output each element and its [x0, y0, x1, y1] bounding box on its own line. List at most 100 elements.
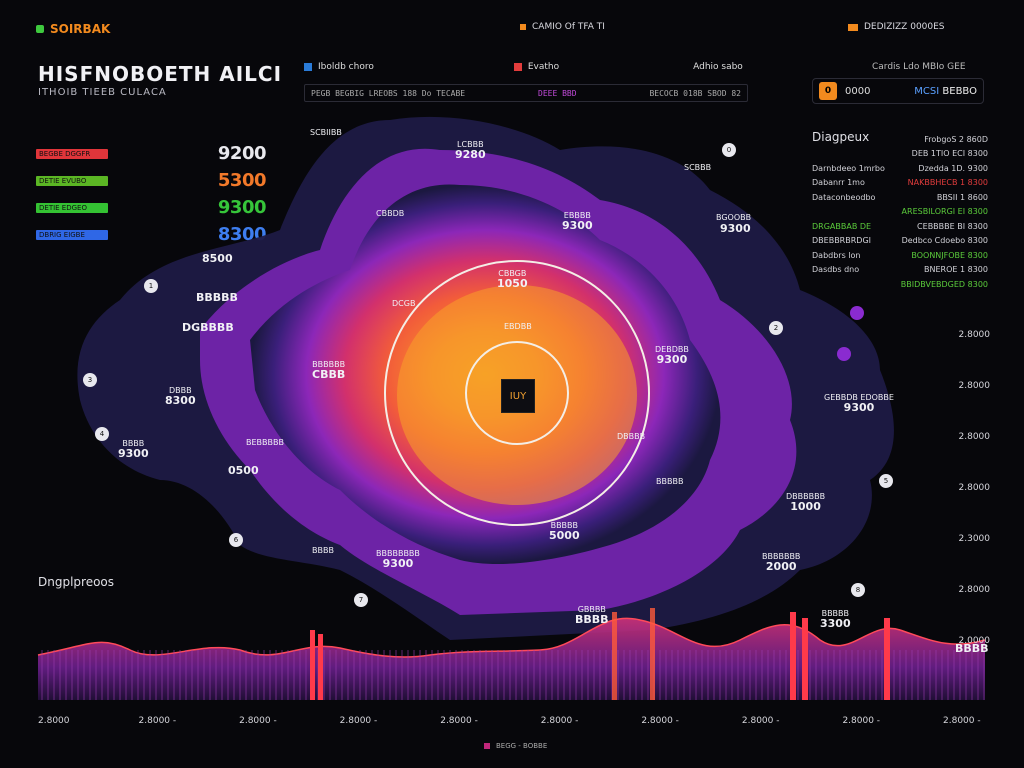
- map-label[interactable]: DGBBBB: [182, 321, 234, 334]
- diagnostics-row[interactable]: DRGABBAB DE CEBBBBE BI 8300: [812, 219, 988, 234]
- map-label[interactable]: BBBBBB CBBB: [312, 360, 345, 380]
- control-value-2-text: BEBBO: [942, 85, 977, 97]
- diagnostics-row[interactable]: DBEBBRBRDGI Dedbco Cdoebo 8300: [812, 234, 988, 249]
- map-label-title: BBBB: [312, 546, 334, 555]
- control-label: Cardis Ldo MBIo GEE: [872, 62, 966, 72]
- map-label-value: 9300: [843, 401, 875, 414]
- status-square-icon: [848, 23, 858, 31]
- x-tick-label: 2.8000 -: [641, 716, 679, 726]
- map-label[interactable]: DBBBBBB 1000: [786, 492, 825, 512]
- map-label[interactable]: DCGB: [392, 299, 415, 309]
- diagnostics-row-value: CEBBBBE BI 8300: [917, 221, 988, 231]
- map-label[interactable]: BBBBBBBB 9300: [376, 549, 420, 569]
- map-label[interactable]: GEBBDB EDOBBE 9300: [824, 393, 894, 413]
- map-label-title: CBBGB: [498, 269, 527, 278]
- map-label[interactable]: BBBBBBB 2000: [762, 552, 800, 572]
- map-pin-icon[interactable]: 7: [354, 593, 368, 607]
- top-right-status[interactable]: DEDIZIZZ 0000ES: [848, 22, 945, 32]
- stat-value: 9200: [217, 143, 267, 164]
- map-label[interactable]: BBBBB: [656, 477, 683, 487]
- map-label[interactable]: GBBBB BBBB: [575, 605, 609, 625]
- filter-left-text: PEGB BEGBIG LREOBS 188 Do TECABE: [311, 88, 466, 98]
- diagnostics-row-value: Dedbco Cdoebo 8300: [901, 236, 988, 246]
- map-label[interactable]: SCBIIBB: [310, 128, 342, 138]
- y-tick-label: 2.8000: [958, 483, 991, 493]
- map-pin-icon[interactable]: 3: [83, 373, 97, 387]
- legend-item[interactable]: Adhio sabo: [693, 62, 743, 72]
- diagnostics-row-label: Darnbdeeo 1mrbo: [812, 163, 885, 173]
- filter-bar[interactable]: PEGB BEGBIG LREOBS 188 Do TECABE DEEE BB…: [304, 84, 748, 102]
- map-label[interactable]: CBBGB 1050: [497, 269, 528, 289]
- diagnostics-row[interactable]: Dasdbs dno BNEROE 1 8300: [812, 263, 988, 278]
- map-pin-icon[interactable]: 1: [144, 279, 158, 293]
- map-label[interactable]: BBBBB 5000: [549, 521, 580, 541]
- map-label[interactable]: BBBBB: [196, 291, 238, 304]
- diagnostics-row[interactable]: Dabdbrs lon BOONNJFOBE 8300: [812, 248, 988, 263]
- map-label[interactable]: BGOOBB: [716, 213, 751, 223]
- y-tick-label: 2.8000: [958, 585, 991, 595]
- stat-row[interactable]: DETIE EDGEO 9300: [36, 194, 267, 221]
- map-label[interactable]: 9300: [720, 222, 751, 235]
- map-label[interactable]: LCBBB 9280: [455, 140, 486, 160]
- legend-label: Iboldb choro: [318, 62, 374, 72]
- map-label-title: DCGB: [392, 299, 416, 308]
- x-tick-label: 2.8000 -: [842, 716, 881, 726]
- legend-item[interactable]: Iboldb choro: [304, 62, 374, 72]
- map-label[interactable]: DBBB 8300: [165, 386, 196, 406]
- map-pin-icon[interactable]: 2: [769, 321, 783, 335]
- map-label-value: BBBBB: [196, 291, 238, 304]
- diagnostics-row-value: BBIDBVEBDGED 8300: [900, 279, 988, 289]
- map-label[interactable]: BEBBBBB: [246, 438, 284, 448]
- map-label[interactable]: BBBB: [312, 546, 334, 556]
- diagnostics-row[interactable]: ARESBILORGI EI 8300: [812, 205, 988, 220]
- map-label[interactable]: EBBBB 9300: [562, 211, 593, 231]
- diagnostics-row-label: Dataconbeodbo: [812, 192, 876, 202]
- map-label-value: BBBB: [955, 642, 989, 655]
- map-label-value: 9300: [720, 222, 751, 235]
- top-center-status[interactable]: CAMIO Of TFA TI: [520, 22, 605, 32]
- map-label[interactable]: DEBDBB 9300: [655, 345, 689, 365]
- map-label-title: BBBBB: [656, 477, 684, 486]
- center-marker[interactable]: IUY: [501, 379, 535, 413]
- map-label[interactable]: 0500: [228, 465, 259, 476]
- map-label-title: CBBDB: [376, 209, 405, 218]
- diagnostics-row[interactable]: Darnbdeeo 1mrbo Dzedda 1D. 9300: [812, 161, 988, 176]
- map-label-title: BBBB: [122, 439, 145, 448]
- control-toggle-button[interactable]: 0: [819, 82, 837, 100]
- diagnostics-row[interactable]: Dabanrr 1mo NAKBBHECB 1 8300: [812, 176, 988, 191]
- map-label-title: BBBBBB: [312, 360, 346, 369]
- stat-row[interactable]: BEGBE DGGFR 9200: [36, 140, 267, 167]
- map-pin-icon[interactable]: 4: [95, 427, 109, 441]
- map-label-title: SCBBB: [684, 163, 712, 172]
- map-dot-icon[interactable]: [837, 347, 851, 361]
- map-label-title: LCBBB: [457, 140, 484, 149]
- map-label[interactable]: DBBBB: [617, 432, 645, 442]
- map-label-value: DGBBBB: [182, 321, 234, 334]
- map-label-value: 1000: [790, 500, 821, 513]
- map-label[interactable]: BBBB: [955, 642, 989, 655]
- map-label[interactable]: 8500: [202, 253, 233, 264]
- map-pin-icon[interactable]: 5: [879, 474, 893, 488]
- map-pin-icon[interactable]: 8: [851, 583, 865, 597]
- diagnostics-row[interactable]: Dataconbeodbo BBSII 1 8600: [812, 190, 988, 205]
- map-label[interactable]: BBBB 9300: [118, 439, 149, 459]
- map-label[interactable]: CBBDB: [376, 209, 404, 219]
- map-dot-icon[interactable]: [850, 306, 864, 320]
- diagnostics-row[interactable]: FrobgoS 2 860D: [812, 132, 988, 147]
- map-label[interactable]: SCBBB: [684, 163, 711, 173]
- diagnostics-row-value: BNEROE 1 8300: [924, 265, 988, 275]
- map-label[interactable]: EBDBB: [504, 322, 532, 332]
- stat-row[interactable]: DETIE EVUBO 5300: [36, 167, 267, 194]
- map-label-value: 9300: [656, 353, 688, 366]
- map-pin-icon[interactable]: 0: [722, 143, 736, 157]
- diagnostics-row[interactable]: DEB 1TIO ECI 8300: [812, 147, 988, 162]
- legend-item[interactable]: Evatho: [513, 62, 559, 72]
- map-pin-icon[interactable]: 6: [229, 533, 243, 547]
- diagnostics-row-value: Dzedda 1D. 9300: [918, 163, 988, 173]
- map-label[interactable]: BBBBB 3300: [820, 609, 851, 629]
- diagnostics-row[interactable]: BBIDBVEBDGED 8300: [812, 277, 988, 292]
- control-box[interactable]: 0 0000 MCSI BEBBO: [812, 78, 984, 104]
- stat-tag: DBRIG EIGBE: [36, 229, 108, 240]
- top-right-label: DEDIZIZZ 0000ES: [864, 22, 945, 32]
